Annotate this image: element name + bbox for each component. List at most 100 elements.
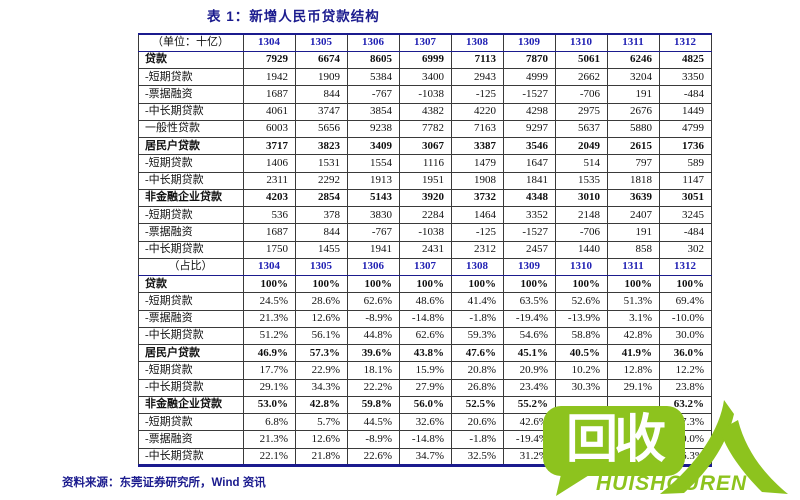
data-cell: 4061 — [243, 102, 296, 121]
row-label: -短期贷款 — [138, 292, 244, 311]
column-header: 1311 — [607, 33, 660, 52]
data-cell: 7782 — [399, 119, 452, 139]
data-cell: 7929 — [243, 50, 296, 70]
table-row: -短期贷款 6.8% 5.7% 44.5% 32.6% 20.6% 42.6% 67.3% — [138, 412, 712, 432]
data-cell: 51.2% — [243, 326, 296, 346]
data-cell: 42.8% — [295, 395, 348, 415]
data-cell: 32.6% — [399, 412, 452, 432]
data-cell: 10.2% — [555, 361, 608, 380]
row-label: 非金融企业贷款 — [138, 188, 244, 208]
row-label: -短期贷款 — [138, 205, 244, 225]
data-cell: 44.8% — [347, 326, 400, 346]
data-cell: 56.0% — [399, 395, 452, 415]
data-cell: 59.3% — [451, 326, 504, 346]
column-header: 1312 — [659, 33, 712, 52]
data-cell: 1941 — [347, 240, 400, 259]
data-cell: -8.9% — [347, 430, 400, 449]
column-header: 1304 — [243, 257, 296, 277]
data-cell: -14.8% — [399, 309, 452, 328]
row-label: 一般性贷款 — [138, 119, 244, 139]
data-cell: 3854 — [347, 102, 400, 121]
data-cell: 6246 — [607, 50, 660, 70]
data-cell: 51.3% — [607, 292, 660, 311]
row-label: 贷款 — [138, 50, 244, 70]
data-cell: 536 — [243, 205, 296, 225]
data-cell: -1038 — [399, 85, 452, 104]
data-cell: 5384 — [347, 67, 400, 87]
data-cell: 36.0% — [659, 343, 712, 363]
data-cell: 2407 — [607, 205, 660, 225]
data-cell: 1535 — [555, 171, 608, 190]
data-cell: 2975 — [555, 102, 608, 121]
row-label: -中长期贷款 — [138, 102, 244, 121]
data-cell: 34.3% — [295, 378, 348, 397]
data-cell: 1913 — [347, 171, 400, 190]
data-cell: 12.6% — [295, 430, 348, 449]
data-cell: 44.5% — [347, 412, 400, 432]
data-cell: 18.1% — [347, 361, 400, 380]
data-cell: -1.8% — [451, 430, 504, 449]
table-row: -中长期贷款 4061 3747 3854 4382 4220 4298 2975 2676 14… — [138, 102, 712, 121]
data-cell: 40.5% — [555, 343, 608, 363]
row-label: -短期贷款 — [138, 361, 244, 380]
column-header: 1310 — [555, 257, 608, 277]
data-cell: 4799 — [659, 119, 712, 139]
data-cell: 2431 — [399, 240, 452, 259]
data-cell: 30.3% — [555, 378, 608, 397]
data-cell: 48.6% — [399, 292, 452, 311]
data-cell: 1440 — [555, 240, 608, 259]
data-cell: 1554 — [347, 154, 400, 173]
column-header: 1304 — [243, 33, 296, 52]
data-cell: 100% — [451, 274, 504, 294]
data-cell: -484 — [659, 223, 712, 242]
data-cell: 39.6% — [347, 343, 400, 363]
data-cell: 2284 — [399, 205, 452, 225]
data-cell: 1647 — [503, 154, 556, 173]
table-row: -短期贷款 17.7% 22.9% 18.1% 15.9% 20.8% 20.9% 10.2%… — [138, 361, 712, 380]
data-cell: -706 — [555, 223, 608, 242]
data-cell: 29.1% — [243, 378, 296, 397]
row-label: -中长期贷款 — [138, 326, 244, 346]
data-cell: 23.4% — [503, 378, 556, 397]
data-cell: -1038 — [399, 223, 452, 242]
table-row: -短期贷款 1406 1531 1554 1116 1479 1647 514 797 589 — [138, 154, 712, 173]
data-cell: 2148 — [555, 205, 608, 225]
data-cell: 5061 — [555, 50, 608, 70]
data-cell: 43.8% — [399, 343, 452, 363]
data-cell: 4382 — [399, 102, 452, 121]
row-label: 非金融企业贷款 — [138, 395, 244, 415]
data-cell: -767 — [347, 223, 400, 242]
data-cell: 3747 — [295, 102, 348, 121]
data-cell: 58.8% — [555, 326, 608, 346]
table-row: -票据融资 1687 844 -767 -1038 -125 -1527 -706 191 -48… — [138, 223, 712, 242]
data-cell: -706 — [555, 85, 608, 104]
data-cell: 100% — [399, 274, 452, 294]
column-header: 1306 — [347, 33, 400, 52]
data-cell: 22.2% — [347, 378, 400, 397]
row-label: -短期贷款 — [138, 67, 244, 87]
data-cell: 3400 — [399, 67, 452, 87]
row-label: -票据融资 — [138, 430, 244, 449]
data-cell: 100% — [503, 274, 556, 294]
data-cell: 3010 — [555, 188, 608, 208]
data-cell: 2312 — [451, 240, 504, 259]
data-cell: 59.8% — [347, 395, 400, 415]
data-cell: 30.0% — [659, 326, 712, 346]
row-label: -短期贷款 — [138, 412, 244, 432]
data-cell: -19.4% — [503, 309, 556, 328]
table-row: -中长期贷款 51.2% 56.1% 44.8% 62.6% 59.3% 54.6% 58.8… — [138, 326, 712, 346]
data-cell: -767 — [347, 85, 400, 104]
table-row: -短期贷款 1942 1909 5384 3400 2943 4999 2662 3204 335… — [138, 67, 712, 87]
data-cell: 8605 — [347, 50, 400, 70]
data-cell: 5656 — [295, 119, 348, 139]
data-cell: 302 — [659, 240, 712, 259]
data-cell: 32.5% — [451, 447, 504, 466]
recycle-logo-cjk-text: 回收 — [565, 411, 666, 469]
data-cell: 27.9% — [399, 378, 452, 397]
data-cell: 53.0% — [243, 395, 296, 415]
data-cell: 2311 — [243, 171, 296, 190]
column-header: 1309 — [503, 33, 556, 52]
speech-bubble-tail-icon — [556, 470, 594, 496]
band-header-row: （占比） 1304 1305 1306 1307 1308 1309 1310 1311 1312 — [138, 257, 712, 277]
data-cell: 54.6% — [503, 326, 556, 346]
